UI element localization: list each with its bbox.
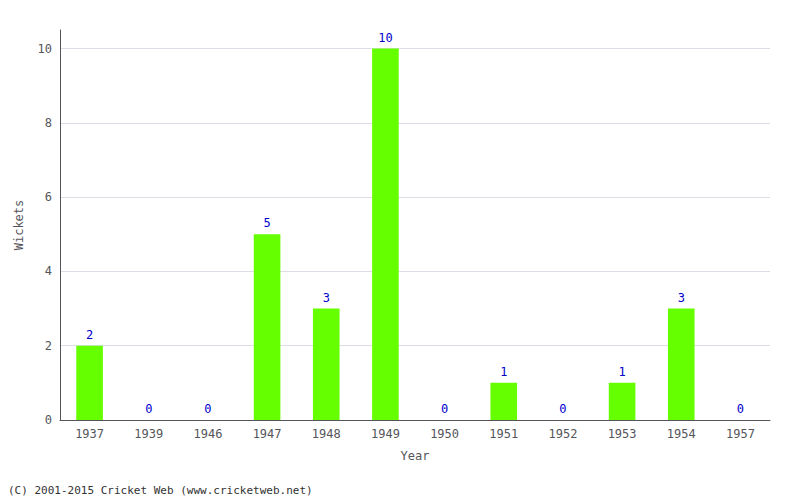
svg-text:Year: Year <box>401 449 430 463</box>
svg-text:3: 3 <box>323 291 330 305</box>
svg-text:1952: 1952 <box>548 427 577 441</box>
svg-text:0: 0 <box>737 402 744 416</box>
svg-text:1949: 1949 <box>371 427 400 441</box>
svg-text:10: 10 <box>378 31 392 45</box>
svg-text:1948: 1948 <box>312 427 341 441</box>
svg-text:(C) 2001-2015 Cricket Web (www: (C) 2001-2015 Cricket Web (www.cricketwe… <box>8 484 313 497</box>
svg-text:1: 1 <box>618 365 625 379</box>
svg-text:1: 1 <box>500 365 507 379</box>
svg-text:1937: 1937 <box>75 427 104 441</box>
svg-text:10: 10 <box>38 42 52 56</box>
svg-text:0: 0 <box>145 402 152 416</box>
svg-text:5: 5 <box>263 216 270 230</box>
svg-text:0: 0 <box>441 402 448 416</box>
svg-text:0: 0 <box>559 402 566 416</box>
svg-text:2: 2 <box>45 339 52 353</box>
svg-text:2: 2 <box>86 328 93 342</box>
svg-text:1939: 1939 <box>134 427 163 441</box>
svg-text:4: 4 <box>45 264 52 278</box>
svg-text:8: 8 <box>45 116 52 130</box>
svg-text:1950: 1950 <box>430 427 459 441</box>
svg-text:1951: 1951 <box>489 427 518 441</box>
svg-text:Wickets: Wickets <box>12 200 26 251</box>
svg-text:0: 0 <box>204 402 211 416</box>
svg-text:1946: 1946 <box>193 427 222 441</box>
svg-text:1947: 1947 <box>253 427 282 441</box>
svg-text:1954: 1954 <box>667 427 696 441</box>
svg-text:0: 0 <box>45 413 52 427</box>
svg-text:1957: 1957 <box>726 427 755 441</box>
svg-text:3: 3 <box>678 291 685 305</box>
svg-text:6: 6 <box>45 190 52 204</box>
svg-text:1953: 1953 <box>608 427 637 441</box>
